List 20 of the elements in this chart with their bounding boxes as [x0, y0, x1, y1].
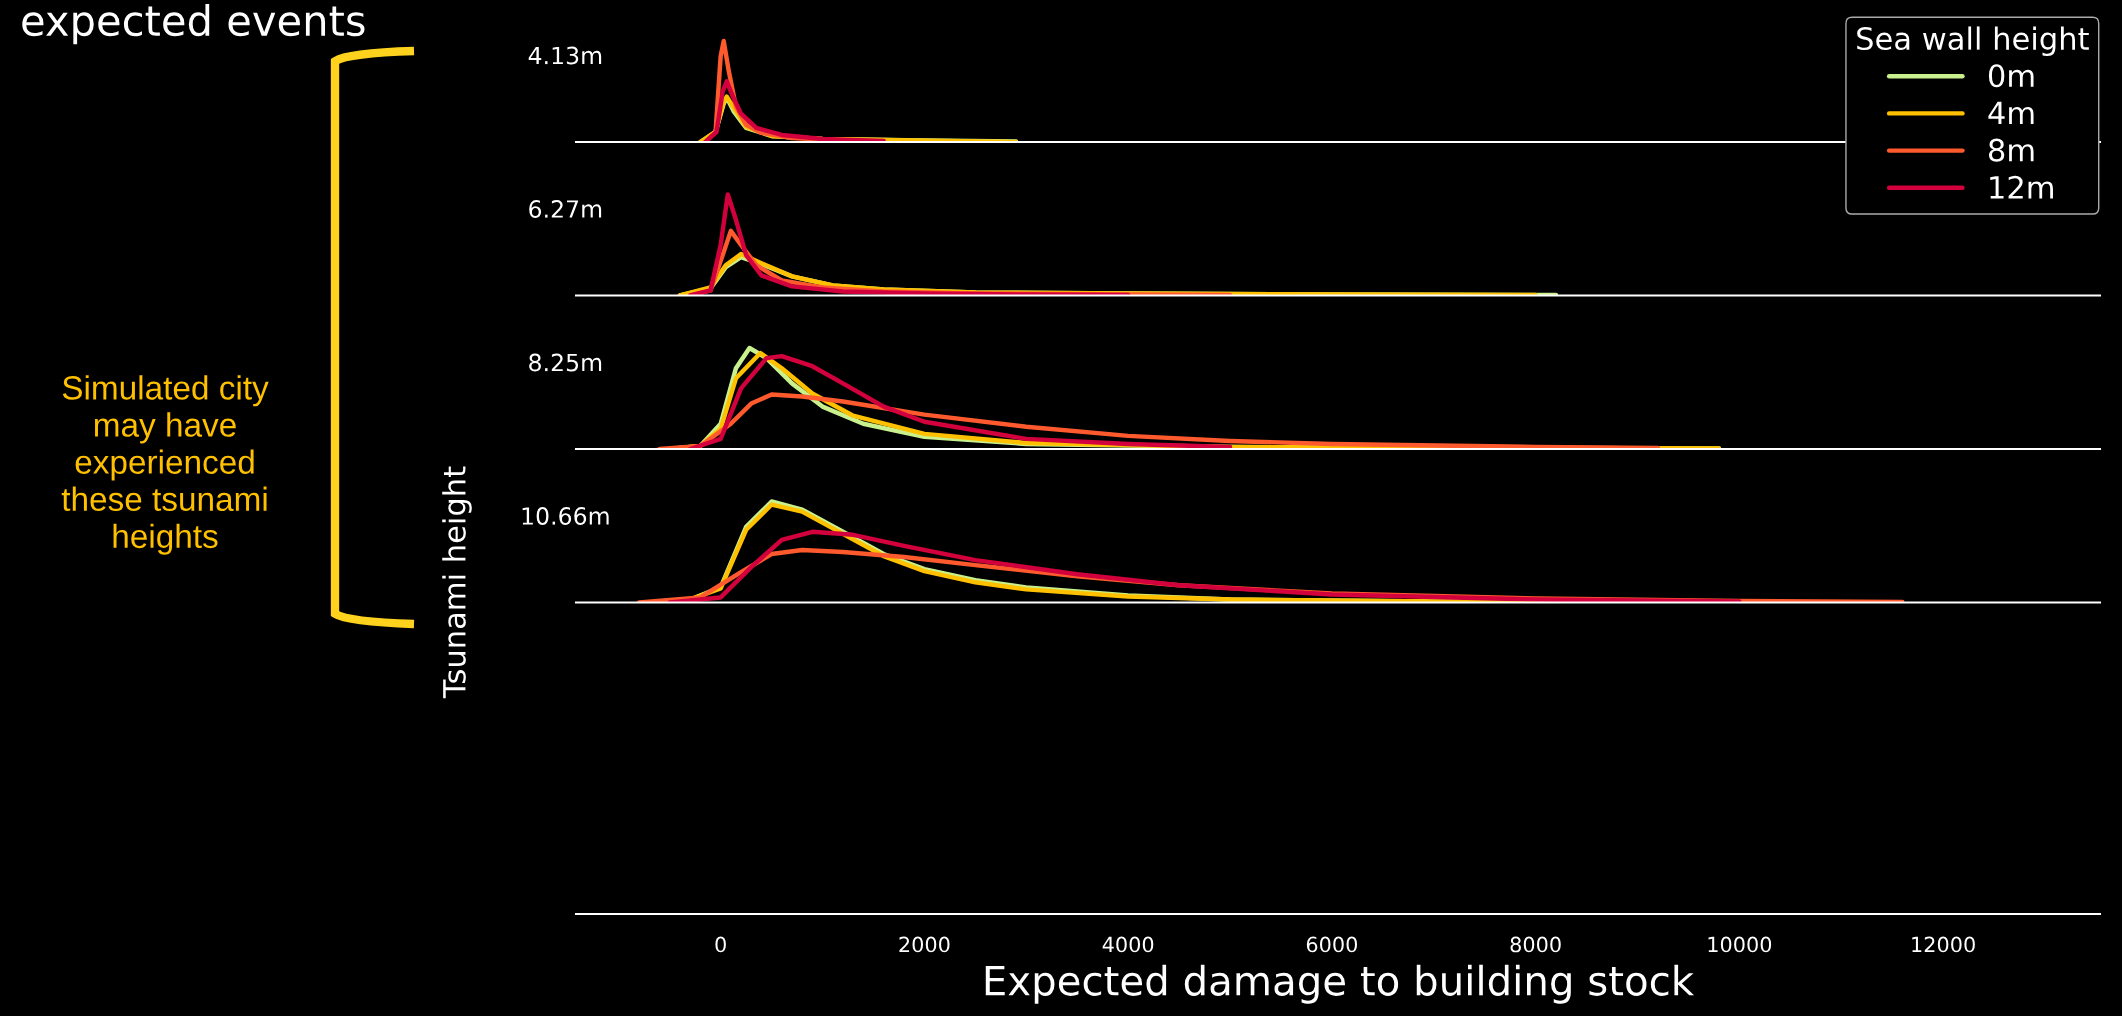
x-tick-label: 4000 [1102, 936, 1154, 953]
legend-label: 8m [1988, 138, 2034, 162]
x-tick-label: 12000 [1912, 936, 1975, 953]
y-axis-title: 8.25m [529, 353, 602, 372]
text: Simulated city may have experienced these tsunami heights [61, 375, 269, 555]
text: expected events [22, 4, 365, 45]
y-axis-title: 4.13m [528, 46, 602, 65]
x-tick-label: 10000 [1708, 936, 1772, 953]
x-axis-title: Expected damage to building stock [985, 964, 1695, 1004]
x-tick-label: 6000 [1306, 936, 1358, 953]
x-tick-label: 0 [715, 936, 726, 953]
legend-label: 12m [1990, 175, 2053, 199]
legend-label: 0m [1988, 64, 2034, 88]
y-axis-title: Tsunami height [442, 466, 472, 699]
y-axis-title: 6.27m [529, 200, 602, 218]
chart-title: 10.66m [522, 507, 609, 525]
x-tick-label: 8000 [1510, 936, 1561, 953]
legend-label: 4m [1988, 101, 2034, 125]
legend-title: Sea wall height [1857, 26, 2089, 57]
x-tick-label: 2000 [899, 936, 950, 953]
